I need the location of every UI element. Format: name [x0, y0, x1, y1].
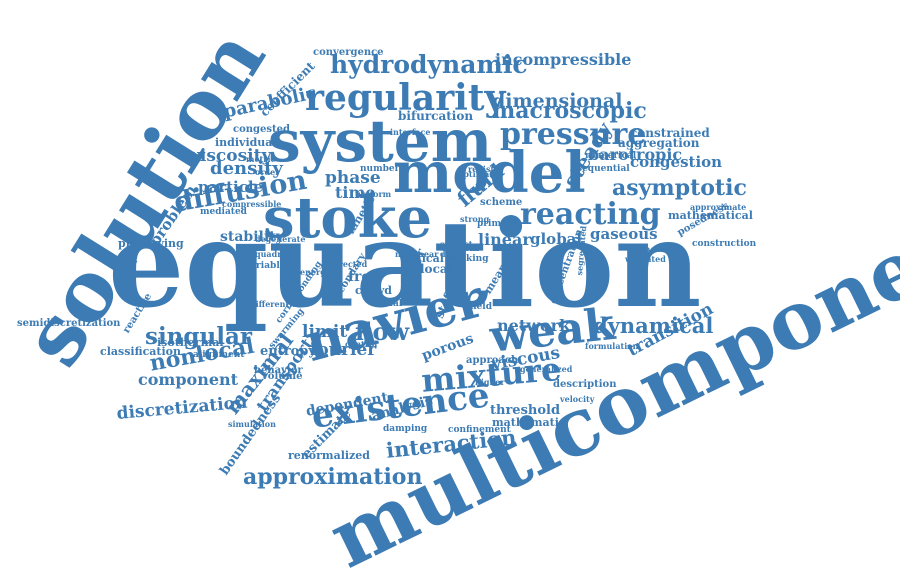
word-isothermal: isothermal: [157, 336, 224, 349]
word-individual: individual: [215, 136, 277, 149]
word-field: field: [470, 302, 492, 312]
word-aggregation: aggregation: [618, 136, 700, 150]
word-congested: congested: [233, 124, 290, 135]
word-weighted: weighted: [625, 254, 666, 264]
word-higher: higher: [475, 377, 505, 387]
word-shock: shock: [640, 244, 667, 254]
word-uniform: uniform: [355, 189, 392, 199]
word-optimal: optimal: [458, 169, 493, 179]
word-sequential: sequential: [577, 164, 630, 174]
word-interface: interface: [390, 127, 431, 137]
word-variable: variable: [245, 261, 286, 271]
word-initial: initial: [372, 299, 403, 309]
word-global: global: [530, 230, 583, 248]
word-alignment: alignment: [193, 350, 245, 360]
word-mathematical: mathematical: [668, 209, 753, 222]
word-stoke: stoke: [263, 185, 433, 251]
word-flocking: flocking: [448, 254, 489, 264]
word-confinement: confinement: [448, 425, 511, 435]
word-density: density: [210, 158, 283, 179]
word-mathematic: mathematic: [492, 416, 566, 429]
word-model: model: [393, 140, 586, 206]
word-bifurcation: bifurcation: [398, 109, 474, 123]
word-damping: damping: [383, 424, 428, 434]
word-strong: strong: [460, 214, 490, 224]
word-mediated: mediated: [200, 207, 247, 217]
word-component: component: [138, 370, 239, 389]
word-barotropic: barotropic: [588, 145, 683, 164]
word-equation: equation: [108, 194, 702, 335]
word-order: order: [255, 167, 280, 177]
word-time: time: [335, 183, 376, 202]
word-renormalized: renormalized: [288, 449, 370, 462]
word-differential: differential: [250, 299, 301, 309]
word-term: term: [455, 244, 480, 254]
word-control: control: [345, 339, 378, 349]
word-subject: subject: [440, 239, 473, 249]
word-macroscopic: macroscopic: [492, 98, 647, 124]
word-register: register: [468, 164, 504, 174]
word-critical: critical: [400, 252, 444, 265]
word-preserving: preserving: [118, 237, 184, 250]
word-stability: stability: [220, 229, 284, 245]
word-regularity: regularity: [305, 77, 506, 119]
word-approximate: approximate: [690, 202, 747, 212]
word-classification: classification: [100, 345, 181, 358]
word-incompressible: incompressible: [495, 50, 632, 69]
word-behavior: behavior: [254, 365, 303, 376]
word-linear: linear: [478, 230, 531, 249]
word-description: description: [553, 379, 617, 390]
word-hydrodynamic: hydrodynamic: [330, 50, 528, 79]
word-gaseous: gaseous: [590, 225, 658, 243]
word-fourier: fourier: [310, 340, 377, 360]
word-nonlinear: nonlinear: [395, 249, 439, 259]
word-approximation: approximation: [243, 464, 423, 490]
word-metric: metric: [246, 154, 276, 164]
word-numerical: numerical: [585, 151, 637, 161]
word-directed: directed: [330, 259, 368, 269]
word-reacting: reacting: [520, 197, 661, 232]
word-formulation: formulation: [585, 341, 639, 351]
word-scheme: scheme: [480, 197, 523, 208]
word-local: local: [420, 262, 453, 276]
word-singular: singular: [145, 323, 252, 350]
word-congestion: congestion: [630, 153, 723, 171]
word-network: network: [497, 316, 571, 335]
word-velocity: velocity: [560, 394, 595, 404]
word-primary: primary: [477, 219, 517, 229]
word-pressure: pressure: [500, 117, 647, 152]
word-dynamical: dynamical: [593, 313, 714, 338]
word-entropy: entropy: [260, 344, 316, 359]
word-number: number: [360, 164, 400, 174]
word-dimensional: dimensional: [492, 90, 623, 112]
word-generalized: generalized: [520, 364, 573, 374]
word-flow: flow: [355, 317, 410, 346]
word-system: system: [268, 107, 493, 175]
word-phase: phase: [325, 168, 381, 188]
word-convergence: convergence: [313, 47, 384, 58]
word-threshold: threshold: [490, 403, 561, 418]
word-approach: approach: [466, 355, 519, 366]
word-free: free: [348, 269, 380, 285]
word-compressible: compressible: [222, 199, 282, 209]
word-limit: limit: [302, 322, 348, 342]
word-crowd: crowd: [355, 284, 392, 297]
word-asymptotic: asymptotic: [612, 175, 747, 201]
word-degenerate: degenerate: [255, 234, 306, 244]
word-quadratic: quadratic: [255, 249, 299, 259]
word-volume: volume: [262, 371, 303, 382]
word-constrained: constrained: [630, 126, 710, 140]
word-simulation: simulation: [228, 419, 276, 429]
word-decay: decay: [440, 249, 466, 259]
word-construction: construction: [692, 239, 757, 249]
word-semidiscretization: semidiscretization: [17, 318, 121, 329]
word-energy: energy: [300, 267, 331, 277]
word-viscosity: viscosity: [190, 146, 272, 166]
word-particle: particle: [198, 178, 264, 196]
